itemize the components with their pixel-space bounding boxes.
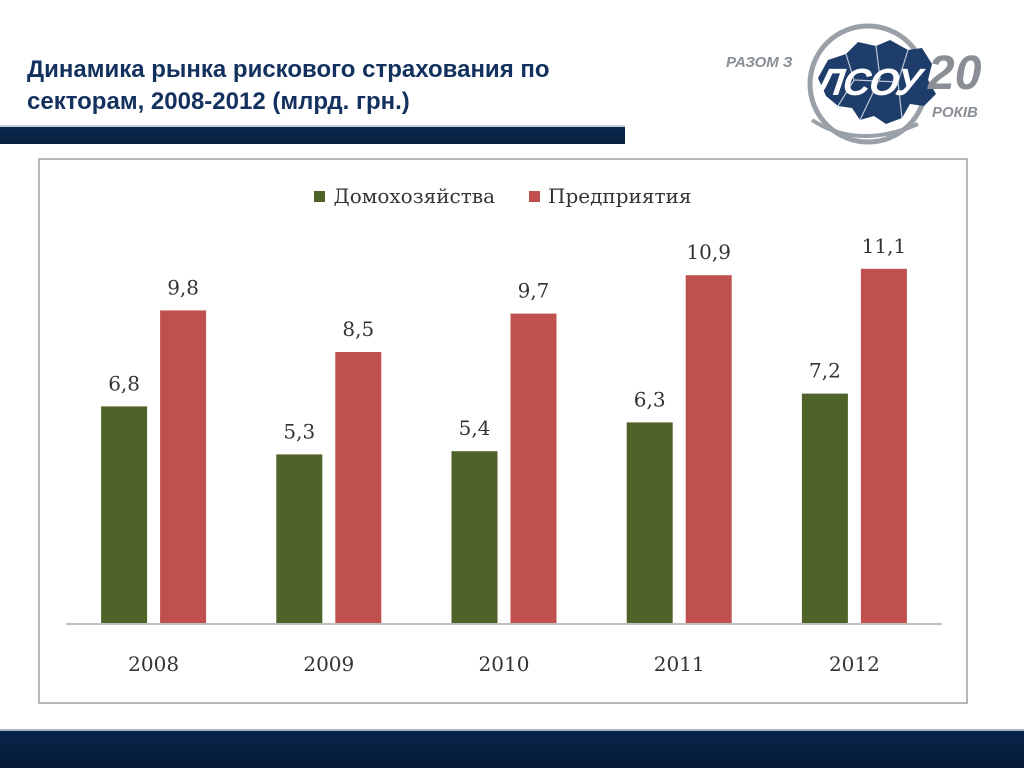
legend-swatch-enterprise	[529, 190, 541, 202]
bar-enterprise-2010	[510, 313, 557, 624]
data-label-household-2011: 6,3	[634, 387, 666, 411]
ukraine-map-emblem-icon	[807, 23, 936, 145]
legend-label-enterprise: Предприятия	[548, 184, 692, 208]
x-tick-label-2009: 2009	[303, 652, 354, 676]
title-underline-bar	[0, 125, 625, 144]
bar-household-2008	[101, 406, 148, 624]
chart-legend: Домохозяйства Предприятия	[40, 184, 966, 208]
data-label-enterprise-2010: 9,7	[518, 279, 550, 303]
bar-household-2010	[451, 451, 498, 624]
bar-enterprise-2012	[860, 268, 907, 624]
bar-enterprise-2011	[685, 275, 732, 624]
logo-swoosh	[810, 118, 919, 139]
logo-tagline: РАЗОМ З	[726, 54, 793, 71]
bar-enterprise-2009	[335, 352, 382, 624]
logo-years-number: 20	[928, 47, 982, 100]
bar-household-2012	[801, 393, 848, 624]
legend-swatch-household	[314, 190, 326, 202]
data-label-enterprise-2012: 11,1	[862, 234, 907, 258]
x-tick-label-2008: 2008	[128, 652, 179, 676]
footer-bar	[0, 729, 1024, 768]
legend-item-household: Домохозяйства	[314, 184, 495, 208]
data-label-household-2008: 6,8	[108, 371, 140, 395]
data-label-enterprise-2009: 8,5	[342, 317, 374, 341]
legend-label-household: Домохозяйства	[333, 184, 496, 208]
map-region-lines	[837, 45, 909, 121]
logo-years-word: РОКІВ	[932, 104, 978, 121]
ukraine-map-shape	[818, 40, 936, 124]
bar-household-2009	[276, 454, 323, 624]
data-label-household-2009: 5,3	[283, 419, 315, 443]
legend-item-enterprise: Предприятия	[529, 184, 692, 208]
data-label-household-2012: 7,2	[809, 359, 841, 383]
chart-frame: Домохозяйства Предприятия 6,8 9,8 2008 5,3 8…	[38, 158, 968, 704]
lsou-logo: РАЗОМ З ЛСОУ 20 РОКІВ	[720, 20, 1010, 150]
bar-household-2011	[626, 422, 673, 624]
bar-chart: 6,8 9,8 2008 5,3 8,5 2009 5,4 9,7 2010 6,3 10,9 201…	[66, 234, 942, 676]
x-tick-label-2012: 2012	[829, 652, 880, 676]
logo-abbreviation: ЛСОУ	[815, 62, 924, 104]
data-label-enterprise-2011: 10,9	[686, 240, 731, 264]
x-tick-label-2011: 2011	[654, 652, 705, 676]
bar-enterprise-2008	[160, 310, 207, 624]
x-tick-label-2010: 2010	[479, 652, 530, 676]
data-label-household-2010: 5,4	[459, 416, 491, 440]
data-label-enterprise-2008: 9,8	[167, 275, 199, 299]
slide-title: Динамика рынка рискового страхования по …	[27, 56, 550, 115]
